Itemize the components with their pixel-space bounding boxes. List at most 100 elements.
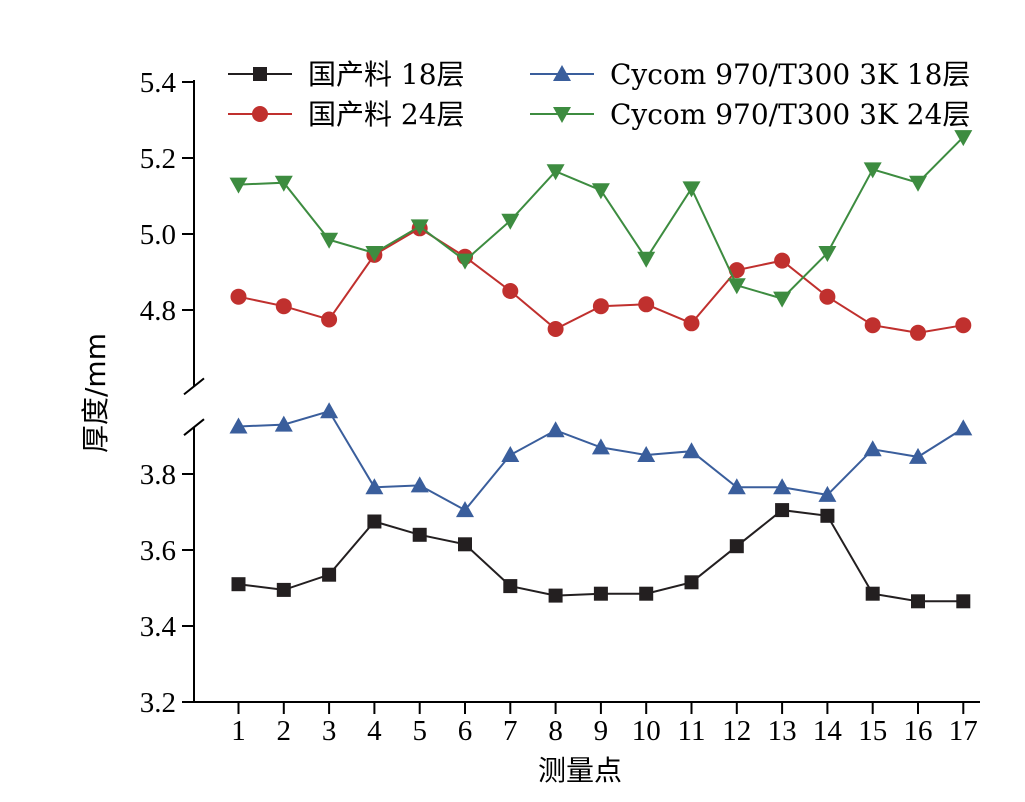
y-tick-label: 3.8 [140,459,176,491]
data-point [546,164,565,181]
data-point [863,162,882,179]
legend-label: Cycom 970/T300 3K 24层 [610,98,970,131]
x-tick-label: 12 [722,715,751,747]
data-point [593,586,608,601]
data-point [501,446,520,462]
legend-item-3: 国产料 24层 [228,98,465,131]
data-point [864,317,881,334]
data-point [818,246,837,262]
data-point [231,577,246,592]
data-point [320,402,339,419]
series-line [238,227,964,334]
x-tick-label: 17 [949,715,978,747]
legend-marker [253,67,267,81]
legend-item-2: Cycom 970/T300 3K 18层 [530,58,970,91]
x-tick-label: 10 [632,715,661,747]
data-point [682,442,701,459]
series-line [238,410,964,512]
data-point [320,232,339,249]
data-point [727,278,746,295]
data-point [367,514,382,529]
data-point [502,283,519,299]
data-point [410,219,429,236]
data-point [865,586,880,601]
x-tick-label: 6 [458,715,473,747]
data-point [819,288,836,305]
data-point [458,537,472,552]
y-tick-label: 3.4 [140,611,177,643]
data-point [321,311,338,328]
data-point [637,446,656,462]
data-point [909,447,927,464]
x-tick-label: 14 [813,715,843,747]
data-point [909,175,927,192]
data-point [774,252,791,269]
data-point [728,262,745,279]
data-point [591,183,610,200]
data-point [274,175,293,192]
data-point [456,501,474,518]
data-point [365,478,384,495]
axes: 3.23.43.63.84.85.05.25.41 2 3 4 5 6 7 8 9 10 11 12 1… [140,67,980,747]
data-point [820,508,835,523]
x-tick-label: 15 [858,715,887,747]
y-tick-label: 5.2 [140,143,176,175]
data-point [547,321,564,337]
data-point [775,503,790,518]
data-point [639,586,654,601]
data-point [456,253,474,270]
data-point [410,476,429,493]
legend-item-4: Cycom 970/T300 3K 24层 [530,98,970,131]
data-point [501,213,520,230]
data-point [591,438,610,455]
data-point [230,288,247,305]
series-2 [229,402,973,518]
x-tick-label: 16 [904,715,933,747]
y-tick-label: 4.8 [140,295,176,327]
x-tick-label: 13 [768,715,797,747]
legend-item-1: 国产料 18层 [228,58,465,91]
data-point [229,417,248,434]
x-tick-label: 8 [548,715,563,747]
series-line [238,136,965,300]
data-point [729,539,744,554]
axis-break-mark-upper [183,377,205,396]
data-point [412,527,427,542]
legend-marker [553,65,571,81]
data-point [592,298,609,315]
data-point [863,440,882,457]
data-point [684,575,699,590]
legend-label: 国产料 18层 [308,58,465,91]
data-point [954,419,973,436]
x-tick-label: 9 [594,715,609,747]
data-point [682,181,701,198]
data-point [773,478,792,495]
series-3 [230,220,972,341]
y-axis-title: 厚度/mm [79,333,112,453]
data-point [546,421,565,438]
x-axis-title: 测量点 [538,754,622,787]
x-tick-label: 7 [503,715,518,747]
data-point [503,579,518,594]
x-tick-label: 11 [678,715,706,747]
axis-break-mark-lower [183,418,205,436]
y-tick-label: 5.0 [140,219,176,251]
x-tick-label: 4 [367,715,382,747]
y-tick-label: 3.2 [140,687,176,719]
data-point [274,415,293,432]
data-point [275,298,292,315]
x-tick-label: 5 [412,715,427,747]
x-tick-label: 3 [322,715,337,747]
y-tick-label: 3.6 [140,535,176,567]
x-tick-label: 1 [231,715,246,747]
series-4 [229,130,973,308]
data-point [956,594,971,609]
data-point [954,130,973,147]
legend-marker [553,107,571,123]
data-point [637,251,656,268]
x-tick-label: 2 [277,715,292,747]
series-layer [229,130,973,609]
legend-label: Cycom 970/T300 3K 18层 [610,58,970,91]
data-point [322,567,337,582]
data-point [229,177,248,194]
